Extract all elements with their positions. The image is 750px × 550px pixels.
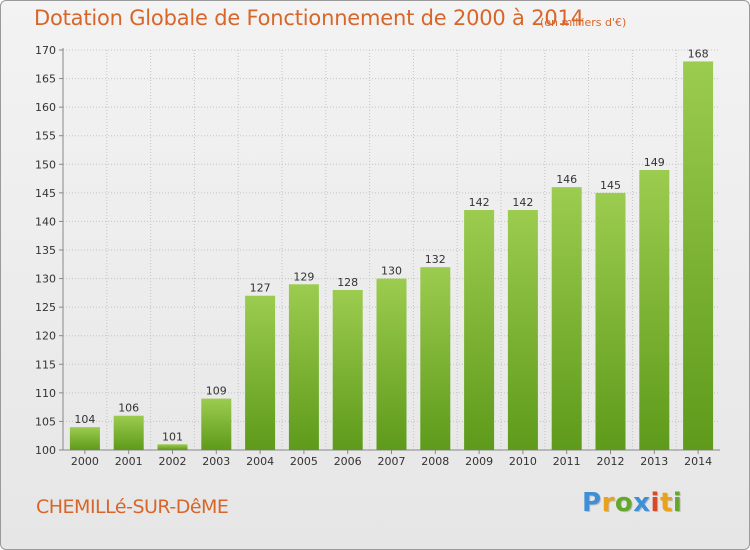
grid-lines [63,49,720,451]
value-label-2003: 109 [206,385,227,398]
y-tick-label: 110 [35,387,56,400]
value-label-2009: 142 [469,196,490,209]
bar-2012[interactable] [595,192,626,450]
x-tick-label-2001: 2001 [115,455,143,468]
value-label-2011: 146 [556,173,577,186]
bar-2001[interactable] [113,415,144,450]
logo-letter: i [650,488,660,518]
y-tick-label: 145 [35,187,56,200]
x-tick-label-2013: 2013 [640,455,668,468]
logo-letter: r [601,488,615,518]
proxiti-logo[interactable]: Proxiti [582,488,682,518]
x-tick-label-2014: 2014 [684,455,712,468]
value-label-2013: 149 [644,156,665,169]
bar-2011[interactable] [551,187,582,450]
bar-2010[interactable] [507,210,538,450]
y-tick-label: 160 [35,101,56,114]
value-label-2005: 129 [293,270,314,283]
bar-2013[interactable] [639,170,670,450]
x-tick-label-2004: 2004 [246,455,274,468]
value-label-2000: 104 [74,413,95,426]
logo-letter: x [633,488,651,518]
value-label-2014: 168 [688,47,709,60]
x-tick-label-2012: 2012 [597,455,625,468]
bar-2006[interactable] [332,290,363,450]
y-tick-label: 125 [35,301,56,314]
x-tick-label-2002: 2002 [159,455,187,468]
x-tick-label-2005: 2005 [290,455,318,468]
y-tick-label: 120 [35,330,56,343]
bar-2008[interactable] [420,267,451,450]
value-label-2001: 106 [118,402,139,415]
value-label-2004: 127 [250,282,271,295]
value-label-2002: 101 [162,430,183,443]
y-tick-label: 140 [35,215,56,228]
y-tick-label: 170 [35,44,56,57]
value-labels: 104 106 101 109 127 129 128 130 132 142 142 146 145 1… [74,47,708,443]
value-label-2007: 130 [381,265,402,278]
value-label-2006: 128 [337,276,358,289]
y-tick-label: 100 [35,444,56,457]
commune-name: CHEMILLé-SUR-DêME [36,496,229,518]
logo-letter: P [582,488,602,518]
chart-title: Dotation Globale de Fonctionnement de 20… [34,6,584,30]
value-label-2008: 132 [425,253,446,266]
y-tick-label: 165 [35,73,56,86]
y-tick-label: 130 [35,273,56,286]
y-tick-label: 155 [35,130,56,143]
value-label-2010: 142 [512,196,533,209]
bar-2005[interactable] [288,284,319,450]
x-tick-label-2009: 2009 [465,455,493,468]
y-tick-label: 135 [35,244,56,257]
bar-2009[interactable] [464,210,495,450]
value-label-2012: 145 [600,179,621,192]
logo-letter: i [672,488,683,518]
x-tick-label-2011: 2011 [553,455,581,468]
x-tick-label-2008: 2008 [421,455,449,468]
x-tick-label-2000: 2000 [71,455,99,468]
x-tick-label-2010: 2010 [509,455,537,468]
logo-letter: t [659,488,673,518]
bar-2014[interactable] [683,61,714,451]
bar-2000[interactable] [69,427,100,450]
bar-2007[interactable] [376,278,407,450]
chart-subtitle: (en milliers d'€) [540,16,627,29]
logo-letter: o [614,488,634,518]
bar-2003[interactable] [201,398,232,450]
bars [69,61,714,451]
y-tick-label: 105 [35,415,56,428]
bar-2004[interactable] [245,295,276,450]
bar-2002[interactable] [157,444,188,450]
x-tick-label-2007: 2007 [378,455,406,468]
y-tick-label: 150 [35,158,56,171]
x-tick-label-2006: 2006 [334,455,362,468]
y-tick-label: 115 [35,358,56,371]
x-tick-label-2003: 2003 [202,455,230,468]
